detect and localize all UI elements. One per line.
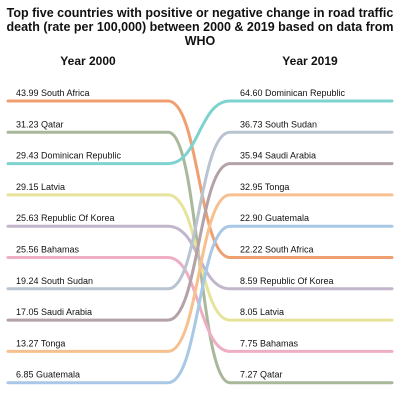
label-2000-south-sudan: 19.24 South Sudan [16,276,93,286]
chart-title: Top five countries with positive or nega… [6,6,394,48]
link-guatemala [6,224,394,385]
label-2000-saudi-arabia: 17.05 Saudi Arabia [16,307,92,317]
label-2019-tonga: 32.95 Tonga [240,182,289,192]
label-2019-latvia: 8.05 Latvia [240,307,284,317]
label-2000-south-africa: 43.99 South Africa [16,88,90,98]
label-2000-tonga: 13.27 Tonga [16,338,65,348]
link-south-africa [6,99,394,259]
link-south-sudan [6,130,394,291]
label-2019-qatar: 7.27 Qatar [240,370,283,380]
label-2000-republic-of-korea: 25.63 Republic Of Korea [16,213,115,223]
label-2019-saudi-arabia: 35.94 Saudi Arabia [240,151,316,161]
link-tonga [6,193,394,353]
label-2019-south-sudan: 36.73 South Sudan [240,119,317,129]
label-2000-qatar: 31.23 Qatar [16,119,64,129]
period-label-left: Year 2000 [60,54,116,68]
label-2019-bahamas: 7.75 Bahamas [240,338,299,348]
link-saudi-arabia [6,162,394,322]
label-2019-republic-of-korea: 8.59 Republic Of Korea [240,276,334,286]
link-dominican-republic [6,99,394,166]
label-2019-guatemala: 22.90 Guatemala [240,213,309,223]
label-2000-latvia: 29.15 Latvia [16,182,65,192]
label-2000-guatemala: 6.85 Guatemala [16,370,80,380]
label-2000-dominican-republic: 29.43 Dominican Republic [16,151,122,161]
label-2019-south-africa: 22.22 South Africa [240,245,314,255]
link-republic-of-korea [6,224,394,291]
period-label-right: Year 2019 [282,54,338,68]
label-2019-dominican-republic: 64.60 Dominican Republic [240,88,346,98]
label-2000-bahamas: 25.56 Bahamas [16,245,80,255]
